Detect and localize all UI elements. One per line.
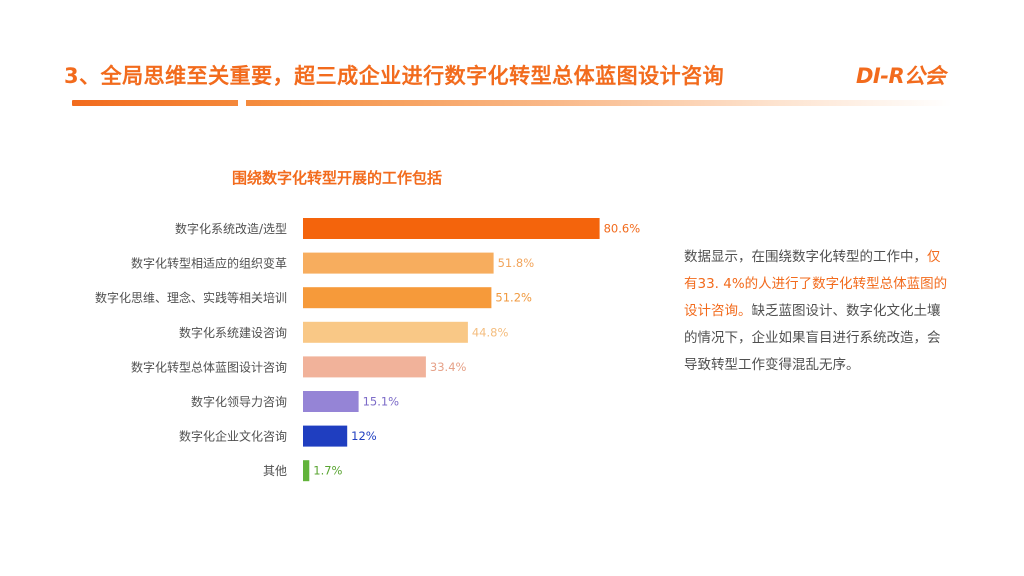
note-text-intro: 数据显示，在围绕数字化转型的工作中， [684, 249, 927, 265]
bar [303, 218, 600, 239]
note-text-conclusion: 缺乏蓝图设计、数字化文化土壤的情况下，企业如果盲目进行系统改造，会导致转型工作变… [684, 303, 941, 373]
category-label: 数字化系统改造/选型 [175, 221, 287, 236]
bar-chart: 数字化系统改造/选型 80.6% 数字化转型相适应的组织变革 51.8% 数字化思维、理… [95, 218, 641, 482]
brand-logo: DI-R公会 [856, 64, 946, 88]
bar [303, 321, 468, 343]
value-label: 80.6% [604, 222, 641, 236]
bar [303, 391, 359, 412]
value-label: 44.8% [472, 325, 509, 339]
header-divider [72, 100, 952, 106]
chart-title: 围绕数字化转型开展的工作包括 [232, 169, 443, 187]
bar [303, 287, 492, 309]
bar [303, 460, 310, 482]
value-label: 15.1% [363, 395, 400, 409]
category-label: 数字化思维、理念、实践等相关培训 [95, 290, 287, 305]
category-label: 数字化转型总体蓝图设计咨询 [131, 359, 287, 374]
header-divider-notch [238, 100, 246, 106]
value-label: 51.8% [498, 256, 535, 270]
value-label: 51.2% [495, 291, 532, 305]
category-label: 数字化系统建设咨询 [179, 325, 287, 340]
value-label: 33.4% [430, 360, 467, 374]
bar [303, 252, 494, 274]
bar [303, 356, 426, 378]
bar [303, 425, 348, 447]
category-label: 数字化领导力咨询 [191, 394, 287, 409]
analysis-note: 数据显示，在围绕数字化转型的工作中，仅有33. 4%的人进行了数字化转型总体蓝图… [684, 244, 952, 379]
page-title: 3、全局思维至关重要，超三成企业进行数字化转型总体蓝图设计咨询 [64, 64, 725, 88]
note-text-highlight: 仅有33. 4%的人进行了数字化转型总体蓝图的设计咨询。 [684, 249, 948, 319]
category-label: 其他 [263, 464, 287, 478]
category-label: 数字化企业文化咨询 [179, 429, 287, 444]
category-label: 数字化转型相适应的组织变革 [131, 256, 287, 271]
value-label: 12% [351, 429, 377, 443]
value-label: 1.7% [313, 464, 342, 478]
